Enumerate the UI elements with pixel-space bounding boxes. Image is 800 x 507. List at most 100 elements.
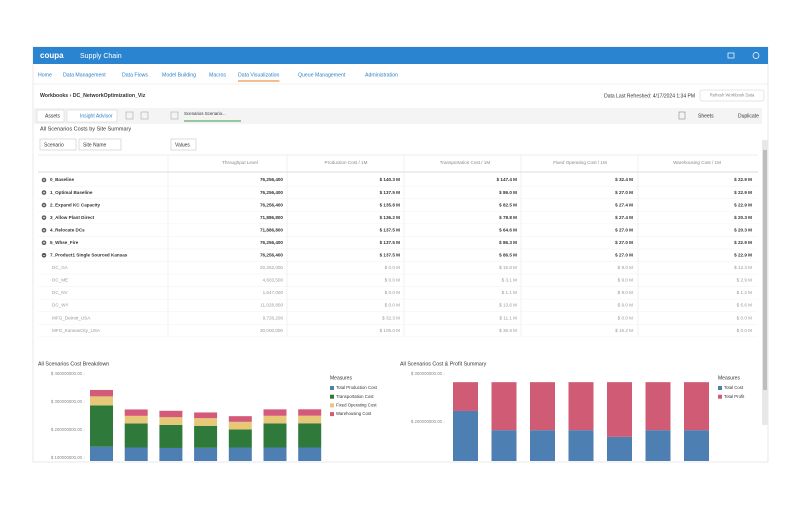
row-label: 0_Baseline — [50, 177, 74, 182]
cell-value: $ 9.0 M — [618, 303, 633, 308]
bar-segment — [90, 405, 113, 447]
cell-value: $ 22.9 M — [734, 202, 752, 207]
bar-segment — [684, 382, 709, 431]
cell-value: 76,256,400 — [260, 253, 283, 258]
cell-value: $ 27.4 M — [615, 202, 633, 207]
legend-label: Total Production Cost — [336, 385, 378, 390]
legend-swatch — [330, 386, 334, 390]
cell-value: $ 136.2 M — [380, 215, 401, 220]
nav-item[interactable]: Queue Management — [298, 72, 346, 78]
cell-value: $ 0.0 M — [385, 303, 400, 308]
site-filter[interactable] — [78, 138, 122, 151]
nav-item[interactable]: Data Visualization — [238, 72, 280, 78]
bar-segment — [568, 430, 594, 461]
cell-value: 76,256,400 — [260, 177, 283, 182]
y-tick-label: $ 400000000.00 — [51, 371, 83, 376]
y-tick-label: $ 100000000.00 — [51, 455, 83, 460]
filter-label: Scenario — [44, 142, 64, 148]
cell-value: $ 2.9 M — [737, 278, 752, 283]
legend-label: Total Profit — [724, 394, 745, 399]
legend-swatch — [330, 403, 334, 408]
cell-value: $ 20.3 M — [734, 215, 752, 220]
tool-icon[interactable] — [140, 111, 149, 120]
breadcrumb[interactable]: Workbooks › DC_NetworkOptimization_Viz — [40, 93, 146, 99]
bar-segment — [124, 415, 148, 424]
cell-value: $ 147.4 M — [497, 177, 518, 182]
help-icon[interactable] — [752, 52, 760, 59]
cell-value: $ 137.5 M — [380, 240, 401, 245]
sheet-tab[interactable]: Scenarios Scenario... — [184, 111, 226, 116]
bar-segment — [491, 382, 517, 431]
cell-value: $ 105.0 M — [380, 328, 401, 333]
tool-icon[interactable] — [170, 111, 179, 120]
home-icon[interactable] — [727, 52, 735, 59]
bar-segment — [159, 424, 183, 448]
bar-segment — [263, 415, 287, 424]
cell-value: $ 22.9 M — [734, 240, 752, 245]
bar-segment — [124, 423, 148, 448]
cell-value: $ 0.0 M — [385, 278, 400, 283]
bar-segment — [607, 436, 632, 461]
duplicate-button[interactable]: Duplicate — [738, 113, 759, 119]
bar-segment — [530, 382, 555, 431]
tool-icon[interactable] — [125, 111, 134, 120]
nav-item[interactable]: Macros — [209, 72, 226, 78]
brand: coupa — [40, 51, 64, 60]
chart-icon[interactable] — [678, 111, 686, 120]
sheets-button[interactable]: Sheets — [698, 113, 714, 119]
column-header: Transportation Cost / 1M — [440, 160, 491, 165]
cell-value: 71,886,800 — [260, 215, 283, 220]
values-button[interactable] — [170, 138, 197, 151]
cell-value: $ 6.6 M — [737, 303, 752, 308]
row-label: MFG_KansasCity_USA — [52, 328, 101, 333]
cell-value: 76,256,400 — [260, 202, 283, 207]
bar-segment — [530, 430, 555, 461]
cell-value: $ 11.1 M — [499, 315, 517, 320]
column-header: Throughput Level — [222, 160, 258, 165]
bar-segment — [645, 430, 671, 461]
cell-value: $ 15.8 M — [499, 265, 517, 270]
refresh-time: Data Last Refreshed: 4/17/2024 1:34 PM — [604, 93, 695, 99]
refresh-button[interactable] — [699, 89, 765, 102]
cell-value: 11,028,800 — [260, 303, 283, 308]
cell-value: $ 22.9 M — [734, 253, 752, 258]
assets-button[interactable] — [36, 109, 65, 123]
cell-value: 76,256,400 — [260, 190, 283, 195]
cell-value: $ 16.2 M — [615, 328, 633, 333]
cell-value: 20,262,000 — [260, 265, 283, 270]
nav-item[interactable]: Data Management — [63, 72, 106, 78]
cell-value: 1,647,000 — [263, 290, 284, 295]
nav-item[interactable]: Home — [38, 72, 52, 78]
cell-value: $ 140.3 M — [380, 177, 401, 182]
cell-value: $ 3.1 M — [502, 278, 517, 283]
cell-value: $ 36.8 M — [499, 328, 517, 333]
cell-value: $ 9.0 M — [618, 265, 633, 270]
scroll-thumb[interactable] — [763, 150, 767, 390]
cell-value: $ 137.5 M — [380, 253, 401, 258]
cell-value: 9,726,200 — [263, 315, 284, 320]
row-label: MFG_Detroit_USA — [52, 315, 91, 320]
bar-segment — [263, 423, 287, 448]
row-label: DC_WY — [52, 303, 69, 308]
y-tick-label: $ 200000000.00 — [51, 427, 83, 432]
bar-segment — [645, 382, 671, 431]
cell-value: $ 1.2 M — [737, 290, 752, 295]
bar-segment — [90, 389, 113, 397]
scenario-filter[interactable] — [39, 138, 77, 151]
legend-title: Measures — [330, 375, 352, 381]
row-label: 7_Product1 Single Sourced Kansas — [50, 253, 128, 258]
nav-item[interactable]: Administration — [365, 72, 398, 78]
insight-button[interactable] — [66, 109, 118, 123]
nav-item[interactable]: Model Building — [162, 72, 196, 78]
column-header: Fixed Operating Cost / 1M — [553, 160, 607, 165]
product: Supply Chain — [80, 53, 122, 60]
table-title: All Scenarios Costs by Site Summary — [40, 126, 131, 132]
nav-item[interactable]: Data Flows — [122, 72, 148, 78]
bar-segment — [298, 415, 322, 424]
cell-value: $ 9.0 M — [618, 278, 633, 283]
cell-value: $ 22.9 M — [734, 190, 752, 195]
bar-segment — [568, 382, 594, 431]
legend-swatch — [718, 386, 722, 390]
insight-label: Insight Advisor — [80, 113, 113, 119]
row-label: DC_NV — [52, 290, 69, 295]
